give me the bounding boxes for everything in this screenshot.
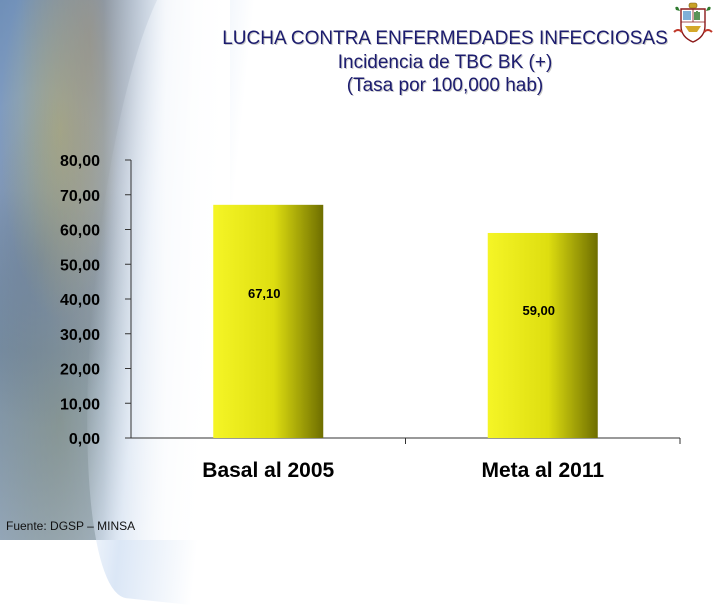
background-fade — [0, 0, 230, 540]
y-tick-label: 30,00 — [60, 327, 100, 344]
peru-coat-of-arms-icon — [673, 2, 713, 43]
y-tick-label: 10,00 — [60, 396, 100, 413]
source-note: Fuente: DGSP – MINSA — [6, 519, 136, 533]
y-tick-label: 80,00 — [60, 153, 100, 170]
y-tick-label: 20,00 — [60, 362, 100, 379]
chart-title: LUCHA CONTRA ENFERMEDADES INFECCIOSAS — [222, 28, 668, 49]
y-tick-label: 40,00 — [60, 292, 100, 309]
y-tick-label: 0,00 — [69, 431, 100, 448]
bar-2 — [487, 232, 598, 438]
data-label-1: 67,10 — [248, 286, 281, 301]
y-tick-label: 70,00 — [60, 188, 100, 205]
data-label-2: 59,00 — [522, 303, 555, 318]
chart-subtitle: Incidencia de TBC BK (+) — [337, 52, 553, 73]
y-tick-label: 60,00 — [60, 223, 100, 240]
bar-1 — [213, 204, 324, 438]
chart-unit: (Tasa por 100,000 hab) — [346, 75, 544, 96]
bar-chart: 0,00 10,00 20,00 30,00 40,00 50,00 60,00 70,00 8… — [60, 153, 681, 482]
x-category-label: Basal al 2005 — [202, 459, 334, 482]
x-category-label: Meta al 2011 — [481, 459, 604, 482]
y-tick-label: 50,00 — [60, 257, 100, 274]
